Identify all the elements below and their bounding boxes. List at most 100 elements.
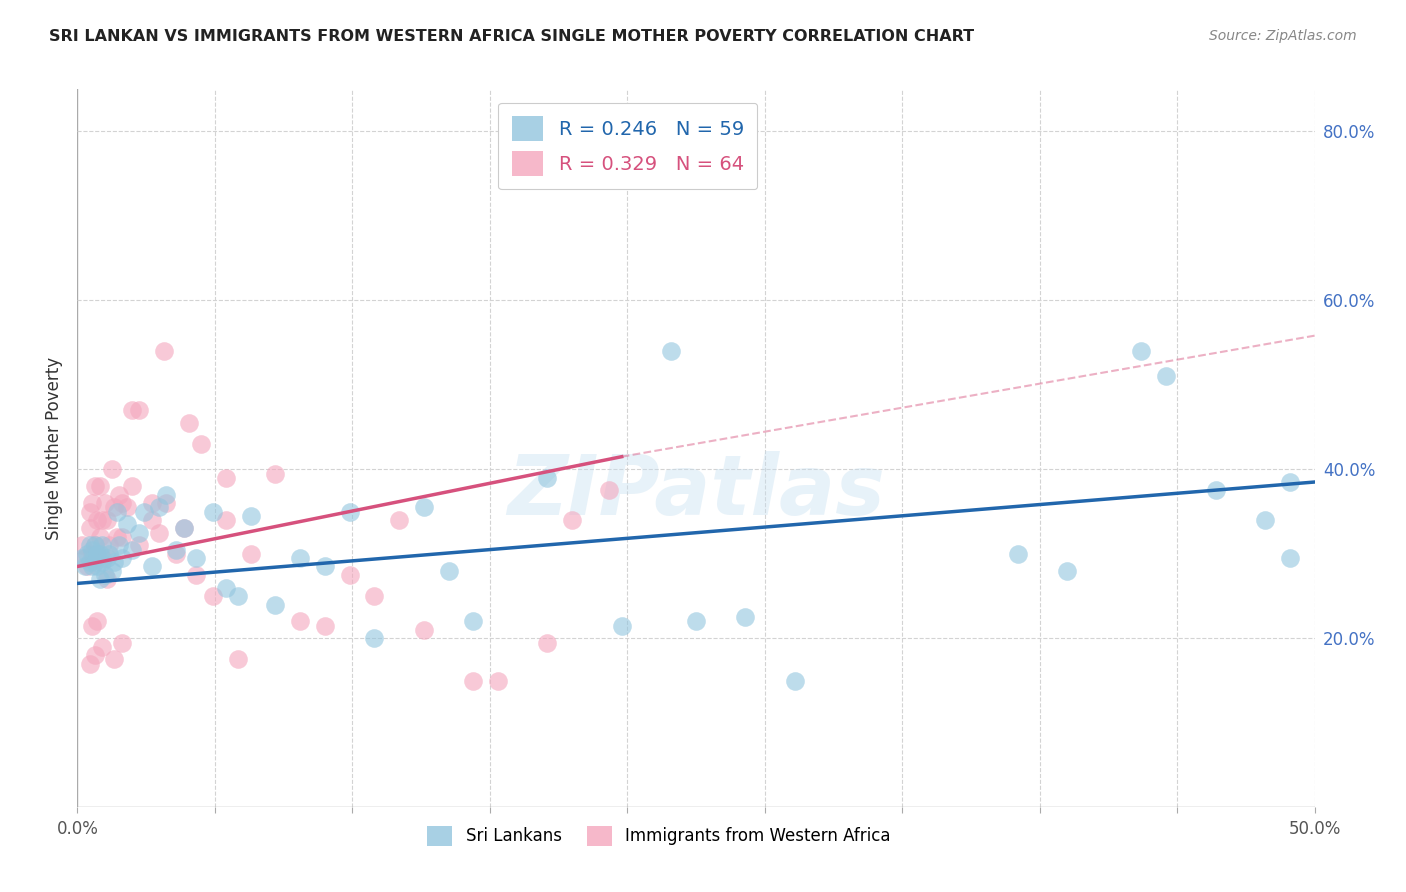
Point <box>115 517 138 532</box>
Point <box>1130 344 1153 359</box>
Point <box>82 542 104 557</box>
Point <box>83 538 105 552</box>
Point <box>83 538 105 552</box>
Point <box>314 559 336 574</box>
Point <box>111 530 134 544</box>
Point <box>93 568 115 582</box>
Point <box>226 652 249 666</box>
Point <box>103 500 125 515</box>
Point <box>659 344 682 359</box>
Point <box>96 513 118 527</box>
Point <box>1154 369 1177 384</box>
Point <box>486 673 509 688</box>
Point <box>76 547 98 561</box>
Point <box>98 538 121 552</box>
Point <box>1254 513 1277 527</box>
Point <box>215 471 238 485</box>
Point <box>111 635 134 649</box>
Point <box>121 403 143 417</box>
Point <box>73 559 96 574</box>
Point <box>215 581 238 595</box>
Point <box>783 673 806 688</box>
Point <box>128 538 150 552</box>
Point <box>82 618 104 632</box>
Point <box>412 623 434 637</box>
Point <box>73 551 96 566</box>
Point <box>89 572 111 586</box>
Point <box>202 505 225 519</box>
Point <box>363 632 385 646</box>
Point <box>82 547 104 561</box>
Point <box>685 615 707 629</box>
Point <box>86 615 108 629</box>
Point <box>734 610 756 624</box>
Point <box>165 547 187 561</box>
Point <box>1007 547 1029 561</box>
Point <box>190 437 212 451</box>
Point <box>76 559 98 574</box>
Point <box>610 618 633 632</box>
Point <box>83 555 105 569</box>
Point <box>89 479 111 493</box>
Point <box>121 542 143 557</box>
Point <box>79 657 101 671</box>
Point <box>148 500 170 515</box>
Point <box>239 508 262 523</box>
Point <box>121 479 143 493</box>
Point <box>82 559 104 574</box>
Point <box>101 462 124 476</box>
Point <box>155 496 177 510</box>
Point <box>1278 475 1301 489</box>
Point <box>86 547 108 561</box>
Point <box>388 513 411 527</box>
Point <box>128 525 150 540</box>
Point <box>536 471 558 485</box>
Point <box>177 416 200 430</box>
Point <box>83 648 105 663</box>
Point <box>105 505 128 519</box>
Point <box>173 521 195 535</box>
Point <box>91 551 114 566</box>
Point <box>72 538 94 552</box>
Point <box>79 555 101 569</box>
Point <box>86 513 108 527</box>
Point <box>239 547 262 561</box>
Point <box>264 467 287 481</box>
Point <box>101 564 124 578</box>
Point <box>72 551 94 566</box>
Point <box>184 551 207 566</box>
Point <box>79 538 101 552</box>
Point <box>165 542 187 557</box>
Point <box>96 551 118 566</box>
Point <box>82 496 104 510</box>
Point <box>79 505 101 519</box>
Point <box>314 618 336 632</box>
Point <box>412 500 434 515</box>
Point <box>363 589 385 603</box>
Point <box>463 673 485 688</box>
Point <box>103 652 125 666</box>
Point <box>89 547 111 561</box>
Point <box>91 513 114 527</box>
Point <box>463 615 485 629</box>
Text: Source: ZipAtlas.com: Source: ZipAtlas.com <box>1209 29 1357 43</box>
Point <box>91 538 114 552</box>
Point <box>86 559 108 574</box>
Point <box>128 403 150 417</box>
Text: ZIPatlas: ZIPatlas <box>508 450 884 532</box>
Point <box>115 500 138 515</box>
Point <box>103 555 125 569</box>
Point <box>202 589 225 603</box>
Point <box>339 505 361 519</box>
Point <box>437 564 460 578</box>
Text: SRI LANKAN VS IMMIGRANTS FROM WESTERN AFRICA SINGLE MOTHER POVERTY CORRELATION C: SRI LANKAN VS IMMIGRANTS FROM WESTERN AF… <box>49 29 974 44</box>
Point <box>83 479 105 493</box>
Point <box>93 496 115 510</box>
Point <box>89 530 111 544</box>
Point <box>141 496 163 510</box>
Point <box>184 568 207 582</box>
Point <box>264 598 287 612</box>
Point <box>153 344 176 359</box>
Point <box>173 521 195 535</box>
Point <box>108 488 131 502</box>
